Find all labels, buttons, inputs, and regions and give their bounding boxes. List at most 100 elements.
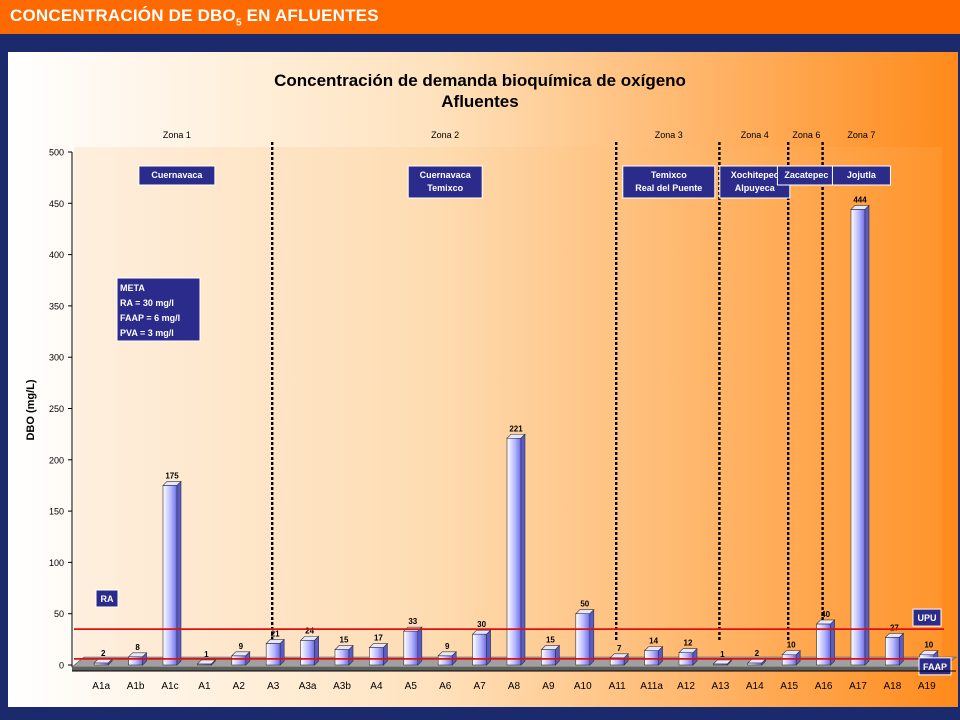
ref-label: UPU: [917, 613, 936, 623]
bar-value-label: 221: [509, 424, 523, 433]
bar-value-label: 7: [617, 644, 622, 653]
x-tick-label: A19: [918, 681, 936, 692]
bar-A1a: [93, 658, 113, 666]
city-label: Cuernavaca: [151, 170, 203, 180]
y-tick-label: 500: [49, 148, 64, 158]
x-tick-label: A2: [233, 681, 246, 692]
zone-label: Zona 6: [792, 130, 820, 140]
bar-A4: [368, 642, 389, 666]
meta-line: PVA = 3 mg/l: [120, 328, 174, 338]
bar-value-label: 27: [890, 623, 899, 632]
bar-front: [781, 654, 797, 666]
bar-side: [314, 635, 319, 666]
bar-front: [265, 643, 281, 666]
x-tick-label: A6: [439, 681, 452, 692]
meta-line: FAAP = 6 mg/l: [120, 313, 180, 323]
x-tick-label: A3: [267, 681, 280, 692]
x-tick-label: A11: [609, 681, 626, 692]
bar-side: [555, 644, 560, 666]
bar-side: [520, 433, 526, 666]
y-tick-label: 50: [54, 609, 64, 619]
city-label: Temixco: [651, 170, 687, 180]
x-tick-label: A7: [473, 681, 486, 692]
bar-front: [472, 633, 487, 666]
bar-value-label: 1: [204, 650, 209, 659]
bar-A13: [712, 659, 733, 666]
bar-value-label: 17: [374, 634, 383, 643]
y-axis-label: DBO (mg/L): [25, 379, 37, 440]
bar-value-label: 15: [546, 636, 555, 645]
bar-value-label: 1: [720, 650, 725, 659]
bar-front: [437, 655, 453, 666]
bar-A7: [471, 629, 492, 666]
bar-A15: [781, 650, 801, 666]
bar-side: [486, 629, 491, 666]
bar-A3b: [334, 644, 354, 666]
zone-label: Zona 3: [655, 130, 683, 140]
city-label: Xochitepec: [731, 170, 779, 180]
y-tick-label: 400: [49, 250, 64, 260]
bar-A1: [196, 659, 217, 666]
city-label: Cuernavaca: [420, 170, 472, 180]
bar-side: [589, 608, 595, 666]
city-label: Alpuyeca: [735, 183, 776, 193]
svg-text:RA: RA: [101, 594, 114, 604]
city-label: Temixco: [427, 183, 463, 193]
bar-value-label: 444: [853, 195, 867, 204]
x-tick-label: A13: [712, 681, 730, 692]
bar-value-label: 10: [787, 641, 796, 650]
zone-label: Zona 7: [847, 130, 875, 140]
zone-layer: Zona 1 Zona 2 Zona 3 Zona 4 Zona 6 Zona 7 Cuer…: [138, 130, 891, 640]
x-tick-label: A9: [542, 681, 555, 692]
x-tick-label: A5: [405, 681, 418, 692]
bar-A1c: [162, 480, 182, 666]
bar-side: [279, 638, 285, 666]
zone-label: Zona 2: [431, 130, 459, 140]
bar-A18: [884, 632, 905, 666]
bar-value-label: 12: [684, 639, 693, 648]
bar-front: [747, 662, 763, 666]
y-tick-label: 350: [49, 301, 64, 311]
bar-side: [658, 645, 663, 666]
bar-front: [369, 647, 384, 666]
bar-A17: [850, 204, 870, 666]
bar-value-label: 14: [649, 637, 658, 646]
bar-side: [107, 658, 113, 666]
ref-label-box: [912, 608, 942, 627]
x-tick-label: A14: [746, 681, 764, 692]
y-tick-label: 450: [49, 199, 64, 209]
bar-front: [575, 613, 591, 666]
y-tick-label: 300: [49, 353, 64, 363]
city-box: [622, 165, 716, 199]
bar-front: [300, 640, 315, 666]
bar-side: [795, 650, 801, 666]
x-tick-label: A15: [780, 681, 798, 692]
bar-value-label: 2: [101, 649, 106, 658]
floor-front: [72, 667, 944, 671]
bar-A10: [575, 608, 595, 666]
chart-subtitle: Afluentes: [441, 92, 518, 111]
x-tick-label: A3b: [333, 681, 351, 692]
bar-value-label: 2: [755, 649, 760, 658]
zone-label: Zona 4: [741, 130, 769, 140]
bar-side: [899, 632, 904, 666]
x-tick-label: A4: [370, 681, 383, 692]
x-tick-label: A18: [884, 681, 902, 692]
bar-value-label: 8: [135, 643, 140, 652]
city-label: Zacatepec: [784, 170, 828, 180]
bar-front: [334, 649, 350, 666]
city-box: [831, 165, 891, 186]
bar-value-label: 10: [924, 641, 933, 650]
header-bar: CONCENTRACIÓN DE DBO5 EN AFLUENTES: [0, 0, 960, 34]
page-title: CONCENTRACIÓN DE DBO5 EN AFLUENTES: [10, 6, 379, 29]
chart-title: Concentración de demanda bioquímica de o…: [274, 71, 686, 90]
bar-front: [541, 649, 556, 666]
x-tick-label: A1c: [161, 681, 178, 692]
bar-front: [231, 655, 247, 666]
bar-side: [727, 659, 732, 666]
bar-A12: [678, 647, 698, 666]
bar-front: [162, 485, 178, 666]
bar-A16: [815, 619, 836, 666]
bar-A2: [231, 651, 251, 666]
